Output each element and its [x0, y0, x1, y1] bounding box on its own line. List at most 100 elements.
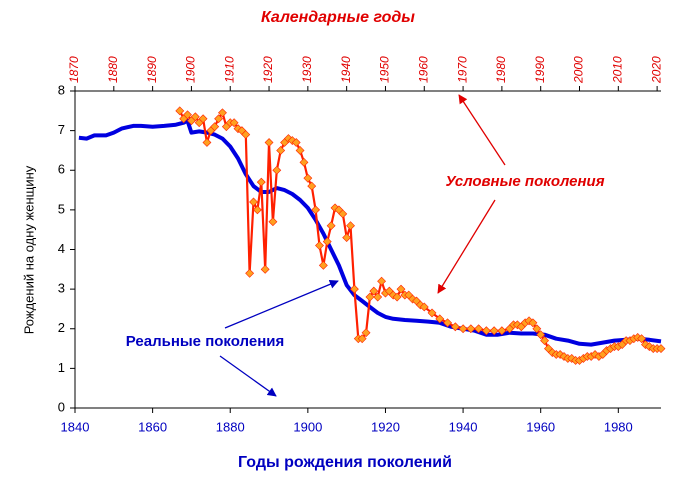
data-point: [318, 260, 328, 270]
data-point: [218, 108, 227, 118]
data-point: [245, 268, 255, 278]
data-point: [349, 284, 359, 294]
x-tick-label: 1860: [138, 419, 167, 434]
y-tick-label: 3: [58, 281, 65, 296]
data-point: [481, 326, 491, 336]
y-tick-label: 6: [58, 162, 65, 177]
data-point: [346, 221, 355, 231]
data-point: [190, 112, 200, 122]
x2-tick-label: 1920: [261, 56, 275, 83]
y-axis-title: Рождений на одну женщину: [21, 165, 36, 334]
data-point: [175, 106, 185, 116]
data-point: [307, 181, 317, 191]
data-point: [256, 177, 266, 187]
data-point: [322, 237, 332, 246]
data-point: [532, 324, 542, 334]
data-point: [214, 114, 224, 124]
x-tick-label: 1840: [61, 419, 90, 434]
x-tick-label: 1940: [449, 419, 478, 434]
x-tick-label: 1900: [293, 419, 322, 434]
x-tick-label: 1960: [526, 419, 555, 434]
data-point: [415, 300, 425, 310]
x2-tick-label: 1990: [533, 56, 547, 83]
data-point: [202, 138, 212, 147]
data-point: [450, 322, 460, 332]
x-tick-label: 1880: [216, 419, 245, 434]
y-tick-label: 0: [58, 399, 65, 414]
data-point: [528, 318, 538, 328]
y-tick-label: 5: [58, 201, 65, 216]
y-tick-label: 7: [58, 122, 65, 137]
data-point: [396, 284, 406, 294]
x2-tick-label: 1890: [145, 56, 159, 83]
data-point: [268, 217, 278, 227]
x2-tick-label: 1950: [378, 56, 392, 83]
data-point: [241, 130, 251, 140]
data-point: [229, 118, 239, 128]
data-point: [249, 197, 258, 207]
data-point: [361, 328, 371, 338]
data-point: [536, 330, 546, 340]
data-point: [311, 205, 321, 215]
data-point: [466, 324, 476, 334]
data-point: [489, 326, 499, 336]
x2-axis-title: Календарные годы: [261, 9, 415, 26]
data-point: [326, 221, 336, 231]
data-point: [357, 334, 367, 344]
series-label: Реальные поколения: [126, 333, 284, 350]
data-point: [388, 290, 398, 300]
data-point: [303, 173, 313, 183]
series-label: Условные поколения: [445, 173, 604, 190]
data-point: [299, 157, 309, 167]
y-tick-label: 2: [58, 320, 65, 335]
data-point: [540, 336, 550, 346]
x2-tick-label: 1940: [339, 56, 353, 83]
arrow: [219, 355, 277, 397]
data-point: [512, 320, 522, 330]
x2-tick-label: 2020: [649, 56, 663, 84]
series-line: [78, 118, 662, 347]
arrow: [224, 279, 339, 329]
data-point: [443, 318, 452, 328]
data-point: [183, 110, 192, 120]
data-point: [342, 233, 352, 243]
x2-tick-label: 1980: [494, 56, 508, 83]
data-point: [644, 342, 654, 352]
data-point: [377, 276, 387, 286]
x2-tick-label: 1970: [455, 56, 469, 83]
data-point: [641, 340, 650, 350]
data-point: [656, 344, 666, 353]
data-point: [497, 326, 507, 336]
x-tick-label: 1980: [604, 419, 633, 434]
data-point: [272, 165, 282, 175]
data-point: [637, 334, 647, 344]
x-tick-label: 1920: [371, 419, 400, 434]
data-point: [392, 292, 402, 302]
arrow: [437, 199, 496, 294]
data-point: [210, 122, 220, 132]
data-point: [295, 146, 305, 155]
x2-tick-label: 1960: [416, 56, 430, 83]
x2-tick-label: 2000: [572, 56, 586, 84]
data-point: [315, 241, 324, 250]
data-point: [427, 308, 437, 318]
data-point: [373, 292, 383, 302]
data-point: [252, 205, 262, 215]
data-point: [474, 324, 484, 334]
x2-tick-label: 1930: [300, 56, 314, 83]
data-point: [365, 292, 375, 302]
data-point: [435, 314, 445, 324]
y-tick-label: 1: [58, 360, 65, 375]
data-point: [276, 146, 286, 155]
data-point: [291, 138, 301, 147]
data-point: [264, 138, 274, 147]
x-axis-title: Годы рождения поколений: [238, 454, 452, 471]
x2-tick-label: 1870: [67, 56, 81, 83]
x2-tick-label: 1910: [222, 56, 236, 83]
y-tick-label: 4: [58, 241, 65, 256]
data-point: [419, 302, 429, 312]
arrow: [458, 94, 506, 166]
data-point: [260, 264, 270, 274]
data-point: [284, 134, 293, 143]
data-point: [338, 209, 348, 219]
